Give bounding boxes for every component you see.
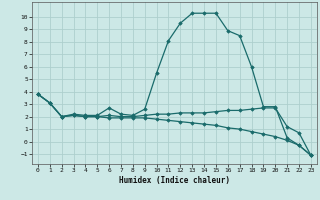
X-axis label: Humidex (Indice chaleur): Humidex (Indice chaleur)	[119, 176, 230, 185]
